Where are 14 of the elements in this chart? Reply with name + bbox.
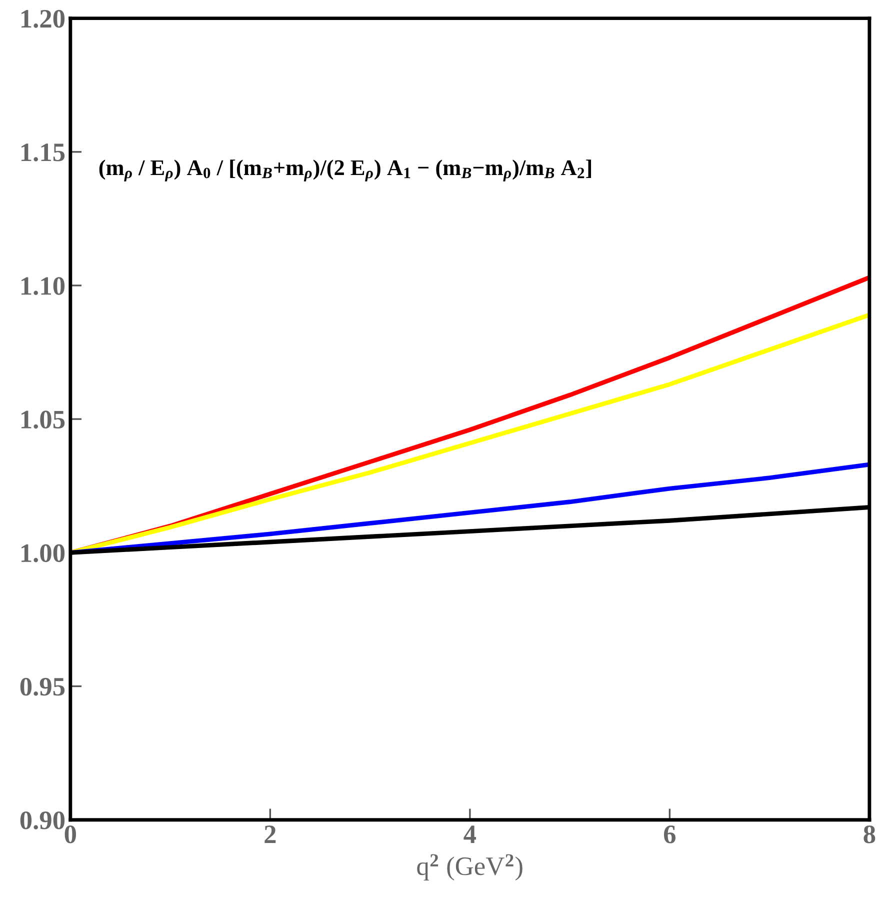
y-tick-label: 1.00 <box>21 544 65 562</box>
x-tick-label: 4 <box>464 826 476 844</box>
x-tick-label: 6 <box>664 826 676 844</box>
x-tick-label: 2 <box>264 826 276 844</box>
x-tick-label: 0 <box>64 825 76 844</box>
y-tick-label: 1.15 <box>21 144 65 162</box>
y-tick-label: 0.90 <box>20 811 65 830</box>
x-axis-title: q$^{2}$ (GeV$^{2}$) <box>417 854 522 881</box>
x-tick-label: 8 <box>864 825 876 844</box>
y-tick-label: 0.95 <box>20 678 65 696</box>
text: (m$_{ρ}$ / E$_{ρ}$) A$_{0}$ / [(m$_{B}$+m$_{ρ}$)/(2 E$_{ρ}$) A$_{1}$ − (m$_{B}$−m$_{ρ}$)/m$_{B}$ A$_{2}$] <box>99 160 592 182</box>
y-tick-label: 1.20 <box>21 10 65 28</box>
y-tick-label: 1.10 <box>21 277 65 296</box>
y-tick-label: 1.05 <box>21 410 65 429</box>
